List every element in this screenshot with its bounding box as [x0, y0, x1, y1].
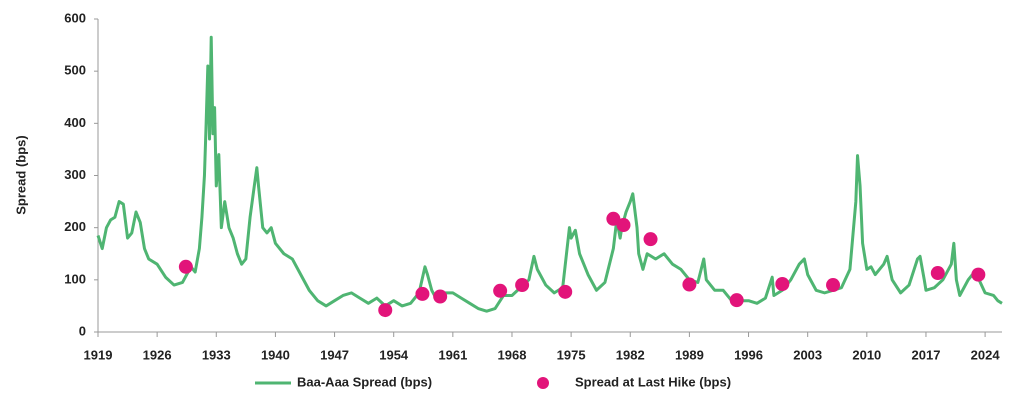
x-tick-label: 2003	[793, 347, 822, 362]
y-tick-label: 0	[79, 323, 86, 338]
hike-point	[616, 218, 631, 233]
hike-point	[515, 278, 530, 293]
x-tick-label: 1961	[438, 347, 467, 362]
y-tick-label: 300	[64, 167, 86, 182]
hike-point	[415, 286, 430, 301]
y-tick-label: 100	[64, 271, 86, 286]
legend-label: Spread at Last Hike (bps)	[575, 374, 731, 389]
hike-point	[930, 266, 945, 281]
x-tick-label: 1975	[557, 347, 586, 362]
y-axis-label: Spread (bps)	[13, 135, 28, 214]
hike-point	[775, 277, 790, 292]
x-tick-label: 1947	[320, 347, 349, 362]
hike-point	[378, 303, 393, 318]
x-tick-label: 1996	[734, 347, 763, 362]
hike-point	[558, 284, 573, 299]
x-tick-label: 1968	[498, 347, 527, 362]
x-tick-label: 2017	[912, 347, 941, 362]
x-tick-label: 1954	[379, 347, 409, 362]
x-tick-label: 1919	[84, 347, 113, 362]
x-tick-label: 1926	[143, 347, 172, 362]
hike-point	[178, 259, 193, 274]
hike-point	[729, 293, 744, 308]
y-tick-label: 200	[64, 219, 86, 234]
hike-point	[493, 283, 508, 298]
hike-point	[682, 277, 697, 292]
y-tick-label: 400	[64, 115, 86, 130]
legend-swatch	[537, 377, 549, 389]
x-tick-label: 1933	[202, 347, 231, 362]
x-tick-label: 1940	[261, 347, 290, 362]
y-tick-label: 500	[64, 63, 86, 78]
hike-point	[606, 211, 621, 226]
x-tick-label: 2024	[971, 347, 1001, 362]
hike-point	[971, 267, 986, 282]
legend-label: Baa-Aaa Spread (bps)	[297, 374, 432, 389]
hike-point	[643, 232, 658, 247]
hike-point	[433, 289, 448, 304]
hike-point	[826, 278, 841, 293]
spread-line	[96, 35, 1003, 313]
x-tick-label: 1982	[616, 347, 645, 362]
y-tick-label: 600	[64, 10, 86, 25]
x-tick-label: 1989	[675, 347, 704, 362]
x-tick-label: 2010	[852, 347, 881, 362]
